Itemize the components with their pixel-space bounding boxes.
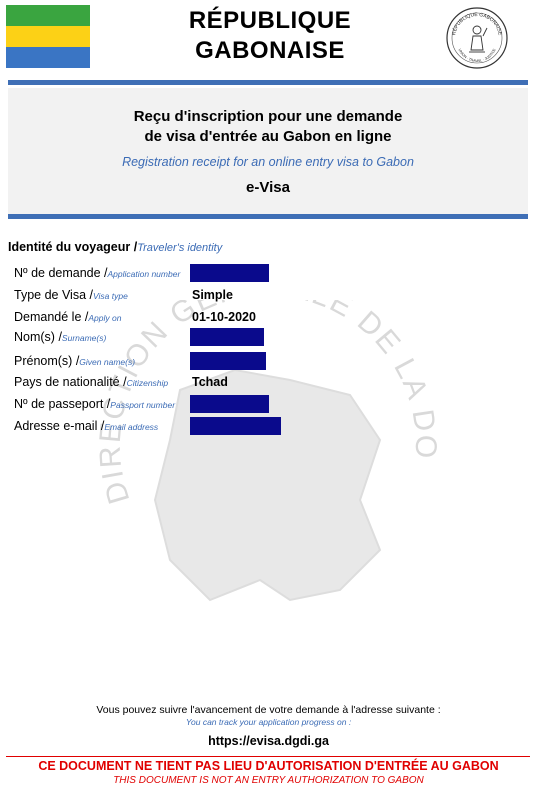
citizenship-value: Tchad bbox=[192, 375, 228, 389]
field-label: Prénom(s) /Given name(s) bbox=[14, 352, 135, 371]
receipt-title-en: Registration receipt for an online entry… bbox=[122, 155, 414, 169]
apply-date-value: 01-10-2020 bbox=[192, 310, 256, 324]
svg-text:RÉPUBLIQUE GABONAISE: RÉPUBLIQUE GABONAISE bbox=[451, 12, 503, 36]
seal-top-text: RÉPUBLIQUE GABONAISE bbox=[451, 12, 503, 36]
warning-en: THIS DOCUMENT IS NOT AN ENTRY AUTHORIZAT… bbox=[113, 775, 424, 786]
field-label: Nº de passeport /Passport number bbox=[14, 395, 175, 414]
flag-stripe-green bbox=[6, 5, 90, 26]
tracking-note-en: You can track your application progress … bbox=[185, 717, 352, 727]
redacted-given-name bbox=[190, 352, 266, 370]
field-label-fr: Prénom(s) / bbox=[14, 354, 80, 368]
redacted-passport-number bbox=[190, 395, 269, 413]
country-name-line1: RÉPUBLIQUE bbox=[188, 7, 352, 34]
traveler-identity-heading-en: Traveler's identity bbox=[137, 242, 223, 254]
warning-fr: CE DOCUMENT NE TIENT PAS LIEU D'AUTORISA… bbox=[38, 759, 499, 773]
country-name: RÉPUBLIQUE GABONAISE bbox=[120, 6, 420, 66]
top-divider bbox=[8, 80, 528, 85]
field-label: Adresse e-mail /Email address bbox=[14, 417, 158, 436]
flag-stripe-yellow bbox=[6, 26, 90, 47]
traveler-identity-heading: Identité du voyageur /Traveler's identit… bbox=[8, 240, 222, 254]
tracking-url[interactable]: https://evisa.dgdi.ga bbox=[208, 734, 329, 748]
receipt-title-fr: Reçu d'inscription pour une demande de v… bbox=[8, 107, 528, 147]
warning-divider bbox=[6, 756, 530, 757]
field-label-en: Surname(s) bbox=[61, 333, 107, 343]
field-label-en: Passport number bbox=[110, 400, 176, 410]
redacted-application-number bbox=[190, 264, 269, 282]
field-label: Type de Visa /Visa type bbox=[14, 286, 128, 305]
field-label-fr: Type de Visa / bbox=[14, 288, 93, 302]
receipt-title-fr-line2: de visa d'entrée au Gabon en ligne bbox=[144, 128, 392, 145]
tracking-note-fr: Vous pouvez suivre l'avancement de votre… bbox=[96, 704, 441, 716]
field-label-en: Visa type bbox=[93, 291, 128, 301]
field-label-fr: Adresse e-mail / bbox=[14, 419, 105, 433]
field-label-fr: Nº de demande / bbox=[14, 266, 108, 280]
header-bottom-divider bbox=[8, 214, 528, 219]
visa-type-value: Simple bbox=[192, 288, 233, 302]
field-label: Nº de demande /Application number bbox=[14, 264, 180, 283]
field-label-en: Email address bbox=[104, 422, 159, 432]
flag-stripe-blue bbox=[6, 47, 90, 68]
evisa-label: e-Visa bbox=[246, 179, 290, 196]
field-label-fr: Nom(s) / bbox=[14, 330, 62, 344]
field-label-en: Apply on bbox=[88, 313, 122, 323]
country-name-line2: GABONAISE bbox=[195, 37, 345, 64]
field-label-en: Application number bbox=[107, 269, 181, 279]
national-seal-icon: RÉPUBLIQUE GABONAISE UNION · TRAVAIL · J… bbox=[446, 7, 508, 69]
field-label: Nom(s) /Surname(s) bbox=[14, 328, 106, 347]
field-label: Pays de nationalité /Citizenship bbox=[14, 373, 168, 392]
field-label-en: Given name(s) bbox=[79, 357, 136, 367]
field-label-fr: Demandé le / bbox=[14, 310, 89, 324]
field-label-fr: Nº de passeport / bbox=[14, 397, 111, 411]
receipt-header: Reçu d'inscription pour une demande de v… bbox=[8, 88, 528, 214]
redacted-email bbox=[190, 417, 281, 435]
gabon-flag bbox=[6, 5, 90, 68]
traveler-identity-heading-fr: Identité du voyageur / bbox=[8, 240, 138, 254]
redacted-surname bbox=[190, 328, 264, 346]
receipt-title-fr-line1: Reçu d'inscription pour une demande bbox=[133, 108, 403, 125]
field-label-en: Citizenship bbox=[126, 378, 169, 388]
field-label-fr: Pays de nationalité / bbox=[14, 375, 127, 389]
field-label: Demandé le /Apply on bbox=[14, 308, 121, 327]
